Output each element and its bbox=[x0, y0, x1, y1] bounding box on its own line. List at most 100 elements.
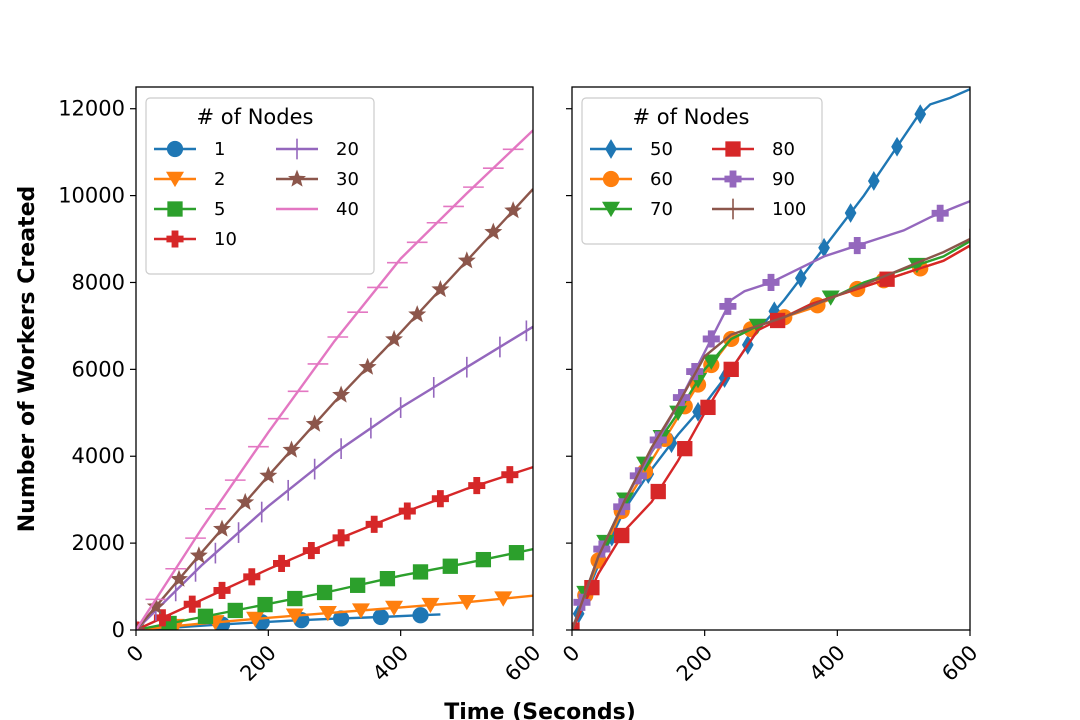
marker-30 bbox=[484, 222, 503, 240]
x-tick-label: 400 bbox=[368, 641, 413, 686]
marker-10 bbox=[501, 466, 519, 484]
legend-marker-1 bbox=[166, 140, 184, 158]
legend: # of Nodes 50 60 70 80 90 100 bbox=[581, 97, 823, 245]
marker-5 bbox=[350, 577, 366, 593]
marker-30 bbox=[189, 546, 208, 564]
marker-30 bbox=[431, 280, 450, 298]
marker-30 bbox=[213, 519, 231, 537]
legend-marker-5 bbox=[167, 201, 183, 217]
marker-10 bbox=[243, 568, 261, 586]
marker-30 bbox=[236, 492, 255, 510]
y-tick-label: 8000 bbox=[72, 270, 125, 294]
marker-2 bbox=[494, 591, 513, 607]
legend-label-10: 10 bbox=[214, 229, 237, 250]
marker-10 bbox=[332, 529, 350, 547]
x-axis-title: Time (Seconds) bbox=[444, 700, 636, 720]
marker-30 bbox=[282, 440, 301, 458]
legend-marker-50 bbox=[605, 139, 617, 159]
marker-30 bbox=[332, 385, 351, 403]
marker-80 bbox=[723, 361, 739, 378]
x-tick-label: 600 bbox=[937, 641, 982, 686]
marker-90 bbox=[686, 362, 704, 381]
marker-1 bbox=[333, 610, 350, 627]
legend-title: # of Nodes bbox=[633, 105, 750, 129]
y-tick-label: 6000 bbox=[72, 357, 125, 381]
marker-1 bbox=[412, 607, 429, 624]
legend-title: # of Nodes bbox=[197, 105, 314, 129]
marker-2 bbox=[385, 600, 404, 617]
marker-5 bbox=[442, 558, 458, 574]
legend-label-80: 80 bbox=[772, 139, 795, 160]
legend-label-20: 20 bbox=[336, 139, 359, 160]
marker-70 bbox=[702, 354, 721, 370]
marker-30 bbox=[146, 597, 165, 615]
series-line-80 bbox=[572, 244, 970, 630]
marker-5 bbox=[475, 551, 492, 568]
axes-frame bbox=[571, 86, 971, 631]
series-line-40 bbox=[136, 129, 533, 630]
marker-10 bbox=[431, 490, 449, 508]
marker-1 bbox=[372, 608, 389, 626]
legend-frame bbox=[581, 97, 823, 245]
series-group bbox=[572, 88, 970, 630]
marker-90 bbox=[719, 297, 737, 315]
x-tick-label: 0 bbox=[122, 641, 148, 667]
marker-80 bbox=[879, 271, 895, 287]
right-panel: 0 200 400 600 # of Nodes 50 60 70 80 90 100 bbox=[558, 86, 983, 686]
marker-30 bbox=[457, 251, 476, 269]
marker-30 bbox=[259, 466, 278, 484]
marker-5 bbox=[257, 596, 273, 613]
legend-marker-10 bbox=[166, 230, 184, 248]
marker-90 bbox=[848, 237, 866, 255]
legend-marker-80 bbox=[725, 141, 741, 157]
marker-10 bbox=[183, 595, 201, 613]
marker-10 bbox=[273, 554, 291, 572]
y-tick-label: 10000 bbox=[58, 184, 125, 208]
marker-50 bbox=[914, 104, 927, 125]
marker-50 bbox=[795, 268, 807, 289]
legend-label-5: 5 bbox=[214, 199, 225, 220]
marker-80 bbox=[700, 399, 716, 416]
marker-90 bbox=[931, 204, 949, 222]
marker-50 bbox=[692, 401, 704, 422]
marker-2 bbox=[421, 597, 440, 614]
x-tick-label: 600 bbox=[500, 641, 545, 686]
marker-50 bbox=[844, 203, 857, 223]
marker-10 bbox=[153, 609, 172, 627]
legend-label-50: 50 bbox=[650, 139, 673, 160]
axes-frame bbox=[135, 86, 534, 631]
series-line-90 bbox=[572, 200, 970, 630]
series-line-60 bbox=[572, 244, 970, 630]
marker-5 bbox=[508, 545, 525, 561]
marker-50 bbox=[891, 136, 903, 157]
legend-marker-60 bbox=[602, 170, 620, 188]
legend-marker-30 bbox=[288, 169, 306, 187]
marker-5 bbox=[379, 571, 396, 587]
y-tick-label: 2000 bbox=[72, 531, 125, 555]
series-group bbox=[136, 129, 533, 630]
marker-10 bbox=[398, 502, 416, 520]
legend-marker-2 bbox=[166, 171, 184, 188]
marker-2 bbox=[457, 594, 476, 611]
marker-90 bbox=[702, 330, 720, 348]
legend-label-90: 90 bbox=[772, 169, 795, 190]
marker-10 bbox=[302, 541, 320, 560]
x-tick-label: 200 bbox=[236, 641, 281, 686]
series-line-100 bbox=[572, 237, 970, 630]
marker-30 bbox=[408, 305, 427, 323]
marker-30 bbox=[504, 201, 523, 219]
legend-marker-70 bbox=[602, 201, 620, 218]
marker-2 bbox=[246, 611, 265, 628]
y-tick-label: 0 bbox=[112, 618, 125, 642]
marker-5 bbox=[316, 584, 333, 601]
marker-2 bbox=[318, 605, 337, 622]
marker-30 bbox=[305, 414, 324, 432]
y-tick-label: 4000 bbox=[72, 444, 125, 468]
marker-2 bbox=[285, 608, 304, 624]
legend-label-100: 100 bbox=[772, 199, 806, 220]
legend: # of Nodes 1 2 5 10 20 30 40 bbox=[145, 97, 375, 275]
marker-30 bbox=[385, 329, 403, 347]
marker-5 bbox=[412, 564, 429, 580]
x-tick-label: 200 bbox=[672, 641, 717, 686]
